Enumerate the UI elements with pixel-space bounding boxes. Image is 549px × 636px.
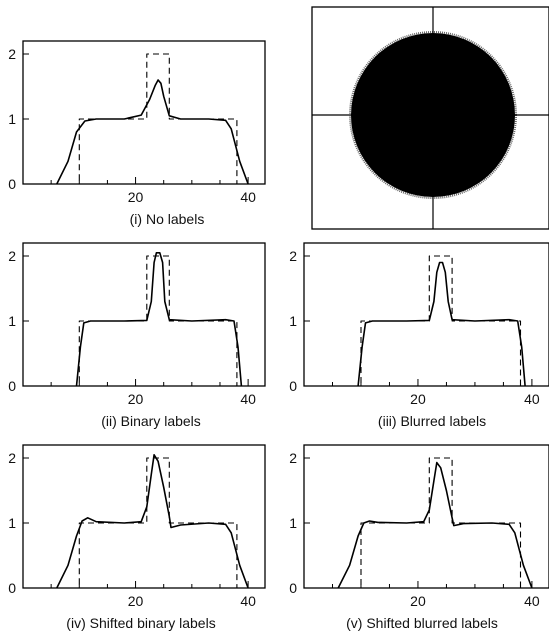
chart-v: 0 1 2 20 40 (289, 444, 549, 609)
target-profile-line (23, 53, 265, 185)
y-tick-label: 1 (8, 313, 16, 329)
y-tick-label: 0 (289, 378, 297, 394)
caption-iii: (iii) Blurred labels (377, 413, 487, 429)
x-tick-label: 40 (524, 593, 540, 609)
estimate-line (56, 454, 249, 589)
plot-frame (303, 242, 549, 387)
plot-frame (303, 444, 549, 589)
plot-frame (22, 40, 266, 185)
y-tick-label: 0 (8, 378, 16, 394)
y-tick-label: 2 (289, 248, 297, 264)
x-tick-label: 20 (410, 391, 426, 407)
x-tick-label: 20 (128, 189, 144, 205)
y-tick-label: 2 (8, 450, 16, 466)
target-profile-line (23, 255, 265, 387)
plots-layer: 0 1 2 20 40 0 1 2 20 40 0 1 2 20 40 0 1 2 20 40 0 1 2 20 40 (8, 40, 549, 609)
plot-frame (22, 242, 266, 387)
plot-frame (22, 444, 266, 589)
y-tick-label: 1 (289, 313, 297, 329)
target-profile-line (23, 457, 265, 589)
chart-i: 0 1 2 20 40 (8, 40, 266, 205)
chart-iv: 0 1 2 20 40 (8, 444, 266, 609)
y-tick-label: 2 (289, 450, 297, 466)
x-tick-label: 40 (524, 391, 540, 407)
chart-iii: 0 1 2 20 40 (289, 242, 549, 407)
x-tick-label: 20 (410, 593, 426, 609)
y-tick-label: 0 (8, 176, 16, 192)
x-tick-label: 40 (240, 391, 256, 407)
estimate-line (357, 261, 526, 387)
y-tick-label: 0 (8, 580, 16, 596)
x-tick-label: 40 (240, 189, 256, 205)
y-tick-label: 0 (289, 580, 297, 596)
y-tick-label: 1 (289, 515, 297, 531)
x-tick-label: 40 (240, 593, 256, 609)
target-profile-line (304, 457, 549, 589)
estimate-line (75, 252, 243, 387)
y-tick-label: 1 (8, 515, 16, 531)
caption-ii: (ii) Binary labels (101, 413, 201, 429)
x-tick-label: 20 (128, 391, 144, 407)
estimate-line (56, 79, 249, 185)
image-panel (311, 6, 549, 230)
y-tick-label: 1 (8, 111, 16, 127)
caption-iv: (iv) Shifted binary labels (66, 615, 216, 631)
y-tick-label: 2 (8, 248, 16, 264)
estimate-line (337, 461, 533, 589)
x-tick-label: 20 (128, 593, 144, 609)
chart-ii: 0 1 2 20 40 (8, 242, 266, 407)
caption-i: (i) No labels (129, 211, 205, 227)
y-tick-label: 2 (8, 46, 16, 62)
caption-v: (v) Shifted blurred labels (346, 615, 498, 631)
target-profile-line (304, 255, 549, 387)
